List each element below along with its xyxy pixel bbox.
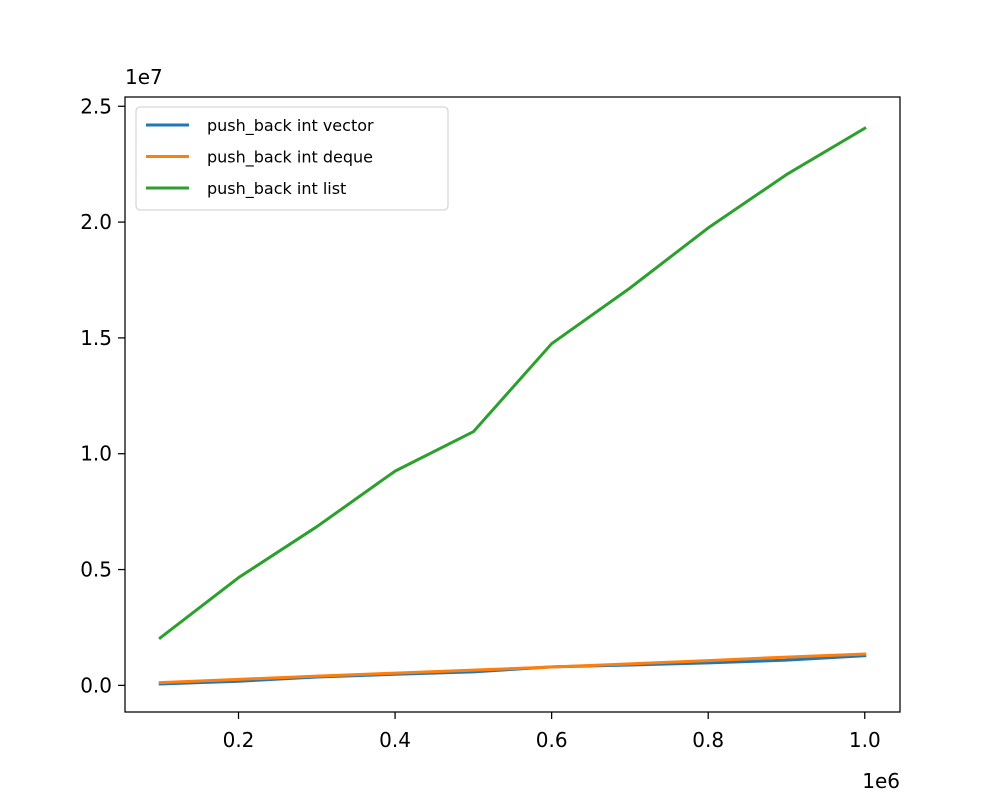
x-tick-label: 0.6: [536, 728, 568, 752]
y-tick-label: 1.5: [80, 326, 112, 350]
y-tick-label: 2.5: [80, 94, 112, 118]
x-tick-label: 0.8: [692, 728, 724, 752]
x-tick-label: 0.4: [379, 728, 411, 752]
x-tick-label: 0.2: [223, 728, 255, 752]
y-axis-ticks: 0.0 0.5 1.0 1.5 2.0 2.5: [80, 94, 125, 697]
y-offset-label: 1e7: [125, 65, 163, 89]
legend-label-0: push_back int vector: [207, 116, 374, 136]
legend-label-2: push_back int list: [207, 179, 346, 199]
y-tick-label: 1.0: [80, 442, 112, 466]
y-tick-label: 0.0: [80, 673, 112, 697]
plot-frame: [124, 96, 901, 713]
series-layer: [158, 126, 867, 686]
x-offset-label: 1e6: [862, 769, 900, 793]
x-axis-ticks: 0.2 0.4 0.6 0.8 1.0: [223, 712, 881, 752]
y-tick-label: 0.5: [80, 558, 112, 582]
series-line-2: [158, 126, 867, 640]
series-line-1: [158, 652, 867, 685]
legend: push_back int vector push_back int deque p…: [135, 106, 449, 211]
legend-box: [135, 106, 449, 211]
y-tick-label: 2.0: [80, 210, 112, 234]
x-tick-label: 1.0: [849, 728, 881, 752]
legend-label-1: push_back int deque: [207, 148, 373, 168]
